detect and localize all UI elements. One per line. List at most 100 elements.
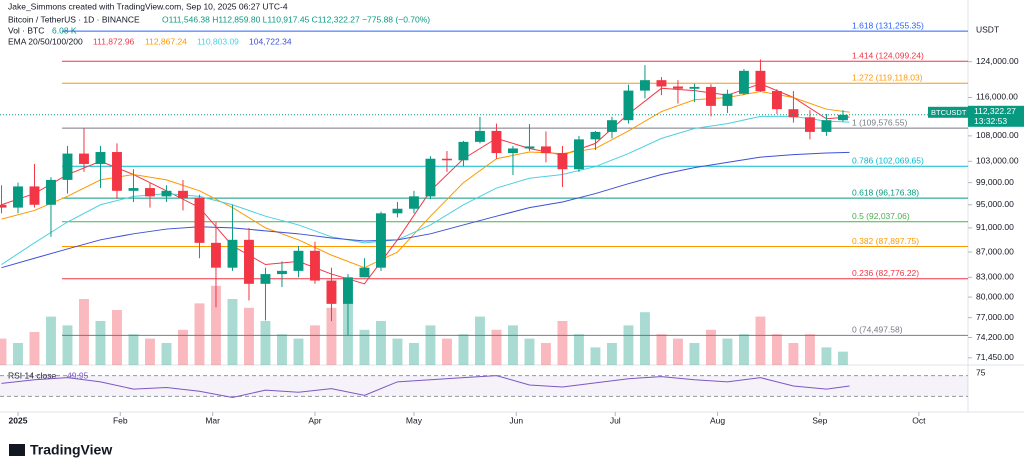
x-tick-label: Apr — [308, 415, 321, 425]
candle-body — [837, 114, 848, 121]
candle-body — [557, 153, 568, 170]
candle-body — [590, 131, 601, 140]
fib-label: 0 (74,497.58) — [852, 325, 903, 335]
candle — [46, 177, 56, 237]
x-tick-label: Feb — [113, 415, 128, 425]
y-tick-label: 83,000.00 — [976, 272, 1014, 282]
volume-label: Vol · BTC — [8, 25, 44, 35]
candle — [804, 110, 815, 140]
candle — [738, 69, 749, 96]
ema-label: EMA 20/50/100/200 — [8, 36, 83, 46]
rsi-band — [0, 375, 968, 397]
candle-body — [145, 188, 155, 197]
candle — [161, 185, 172, 202]
candle — [590, 130, 601, 150]
candle-body — [722, 93, 733, 106]
candle — [639, 65, 650, 99]
candle-body — [623, 90, 634, 121]
candle-body — [29, 186, 40, 205]
y-tick-label: 124,000.00 — [976, 56, 1019, 66]
volume-bar — [524, 338, 535, 365]
candle — [821, 113, 832, 136]
candle-body — [326, 280, 337, 304]
x-tick-label: Oct — [912, 415, 926, 425]
fib-label: 0.5 (92,037.06) — [852, 211, 910, 221]
candle — [13, 182, 23, 214]
candle — [211, 222, 221, 308]
volume-bar — [491, 329, 502, 365]
y-tick-label: 95,000.00 — [976, 199, 1014, 209]
volume-bar — [112, 310, 122, 365]
price-tag — [928, 106, 968, 118]
y-tick-label: 91,000.00 — [976, 222, 1014, 232]
y-tick-label: 108,000.00 — [976, 130, 1019, 140]
volume-bar — [541, 343, 551, 365]
candle-body — [821, 120, 832, 132]
candle-body — [227, 239, 238, 268]
logo-text: TradingView — [30, 442, 112, 458]
countdown: 13:32:53 — [974, 116, 1007, 126]
candle-body — [376, 213, 386, 268]
fib-label: 1.414 (124,099.24) — [852, 50, 924, 60]
volume-bar — [326, 307, 337, 365]
candle — [689, 83, 700, 103]
volume-bar — [508, 325, 518, 365]
candle-body — [656, 80, 667, 87]
candle-body — [0, 204, 7, 208]
candle-body — [343, 277, 353, 304]
volume-bar — [46, 316, 56, 365]
y-tick-label: 103,000.00 — [976, 156, 1019, 166]
x-tick-label: 2025 — [9, 415, 28, 425]
candle — [359, 258, 370, 278]
candle-body — [128, 188, 139, 191]
candle — [310, 241, 320, 284]
candle-body — [689, 86, 700, 89]
candle — [656, 77, 667, 96]
volume-bar — [475, 316, 485, 365]
ema-value: 110,803.09 — [197, 36, 239, 46]
volume-bar — [0, 338, 7, 365]
candle — [293, 245, 304, 278]
candle — [837, 110, 848, 122]
volume-bar — [837, 351, 848, 365]
candle-body — [804, 117, 815, 132]
candle-body — [95, 152, 106, 164]
volume-bar — [392, 338, 403, 365]
candle-body — [79, 153, 89, 164]
candle-body — [672, 86, 683, 89]
last-price: 112,322.27 — [974, 106, 1016, 116]
candle-body — [310, 250, 320, 281]
volume-bar — [639, 312, 650, 365]
volume-bar — [145, 338, 155, 365]
fib-label: 1.272 (119,118.03) — [852, 72, 923, 82]
volume-bar — [590, 347, 601, 365]
x-tick-label: Sep — [812, 415, 827, 425]
y-tick-label: 99,000.00 — [976, 177, 1014, 187]
x-tick-label: Mar — [205, 415, 220, 425]
price-tag — [968, 105, 1024, 127]
candle-body — [508, 148, 518, 154]
volume-bar — [722, 338, 733, 365]
ohlc: O111,546.38 H112,859.80 L110,917.45 C112… — [162, 14, 430, 24]
candle-body — [112, 152, 122, 191]
candle — [277, 261, 287, 288]
candle-body — [607, 120, 617, 132]
volume-bar — [260, 321, 271, 365]
candle — [194, 194, 205, 259]
volume-bar — [310, 325, 320, 365]
symbol: Bitcoin / TetherUS · 1D · BINANCE — [8, 14, 140, 24]
candle-body — [771, 91, 782, 110]
y-tick-label: 80,000.00 — [976, 291, 1014, 301]
candle-body — [293, 250, 304, 271]
candle — [705, 84, 716, 117]
volume-bar — [458, 334, 469, 365]
logo: TradingView — [9, 442, 112, 458]
candle — [392, 201, 403, 218]
axis-unit: USDT — [976, 24, 999, 34]
volume-bar — [804, 334, 815, 365]
candle — [112, 143, 122, 200]
volume-bar — [409, 343, 419, 365]
volume-bar — [178, 329, 188, 365]
candle — [524, 124, 535, 152]
